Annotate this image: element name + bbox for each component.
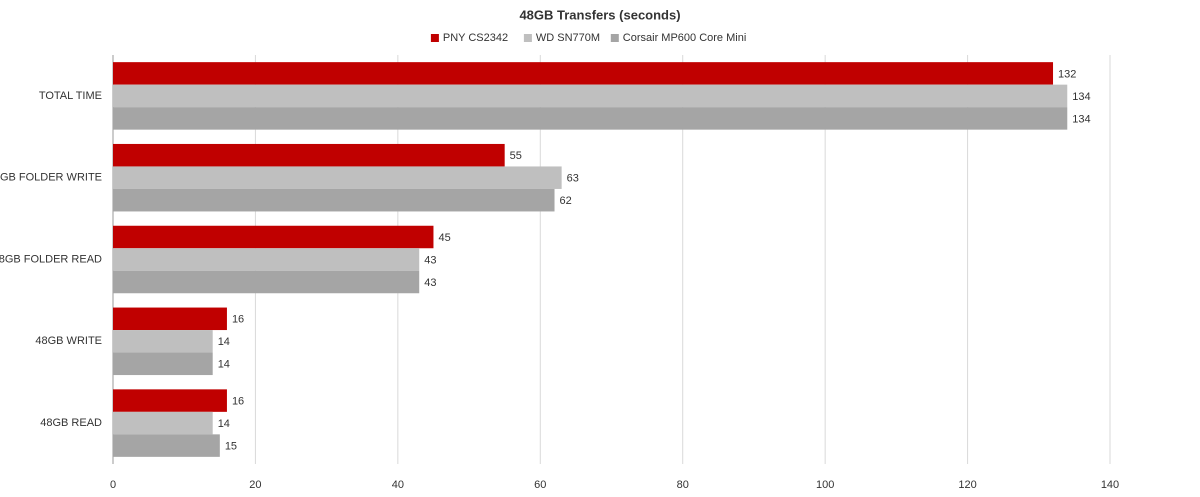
legend-label: PNY CS2342 <box>443 32 508 44</box>
x-tick-label: 80 <box>677 479 689 491</box>
x-tick-label: 40 <box>392 479 404 491</box>
data-label: 63 <box>567 173 579 185</box>
bar <box>113 307 227 331</box>
bar <box>113 188 555 212</box>
data-label: 16 <box>232 396 244 408</box>
y-tick-label: 48GB READ <box>40 417 102 429</box>
chart-title: 48GB Transfers (seconds) <box>519 7 680 22</box>
bar <box>113 352 213 376</box>
data-label: 45 <box>438 232 450 244</box>
x-tick-label: 100 <box>816 479 834 491</box>
bar <box>113 84 1068 108</box>
bar <box>113 62 1054 85</box>
data-label: 132 <box>1058 68 1076 80</box>
data-label: 43 <box>424 277 436 289</box>
bar <box>113 411 213 435</box>
legend-swatch <box>523 34 532 42</box>
bar <box>113 225 434 249</box>
legend-swatch <box>430 34 439 42</box>
bar <box>113 166 562 189</box>
y-tick-label: 48GB FOLDER READ <box>0 253 102 265</box>
legend: PNY CS2342 WD SN770M Corsair MP600 Core Mi… <box>430 32 746 44</box>
data-label: 15 <box>225 441 237 453</box>
data-label: 134 <box>1072 91 1090 103</box>
x-tick-label: 140 <box>1101 479 1119 491</box>
legend-label: Corsair MP600 Core Mini <box>623 32 746 44</box>
bar <box>113 248 420 271</box>
bar <box>113 330 213 353</box>
y-tick-label: 48GB WRITE <box>35 335 102 347</box>
bar <box>113 143 505 167</box>
bar <box>113 434 220 457</box>
bar <box>113 389 227 412</box>
x-tick-label: 120 <box>958 479 976 491</box>
data-label: 16 <box>232 314 244 326</box>
data-label: 134 <box>1072 113 1090 125</box>
data-label: 14 <box>218 359 230 371</box>
x-tick-label: 60 <box>534 479 546 491</box>
y-tick-label: TOTAL TIME <box>39 90 102 102</box>
x-tick-label: 20 <box>249 479 261 491</box>
legend-label: WD SN770M <box>536 32 600 44</box>
data-label: 55 <box>510 150 522 162</box>
legend-swatch <box>610 34 619 42</box>
y-tick-label: 48GB FOLDER WRITE <box>0 172 102 184</box>
data-label: 14 <box>218 336 230 348</box>
data-label: 14 <box>218 418 230 430</box>
bar <box>113 270 420 294</box>
bar <box>113 107 1068 130</box>
data-label: 62 <box>560 195 572 207</box>
data-label: 43 <box>424 254 436 266</box>
x-tick-label: 0 <box>110 479 116 491</box>
